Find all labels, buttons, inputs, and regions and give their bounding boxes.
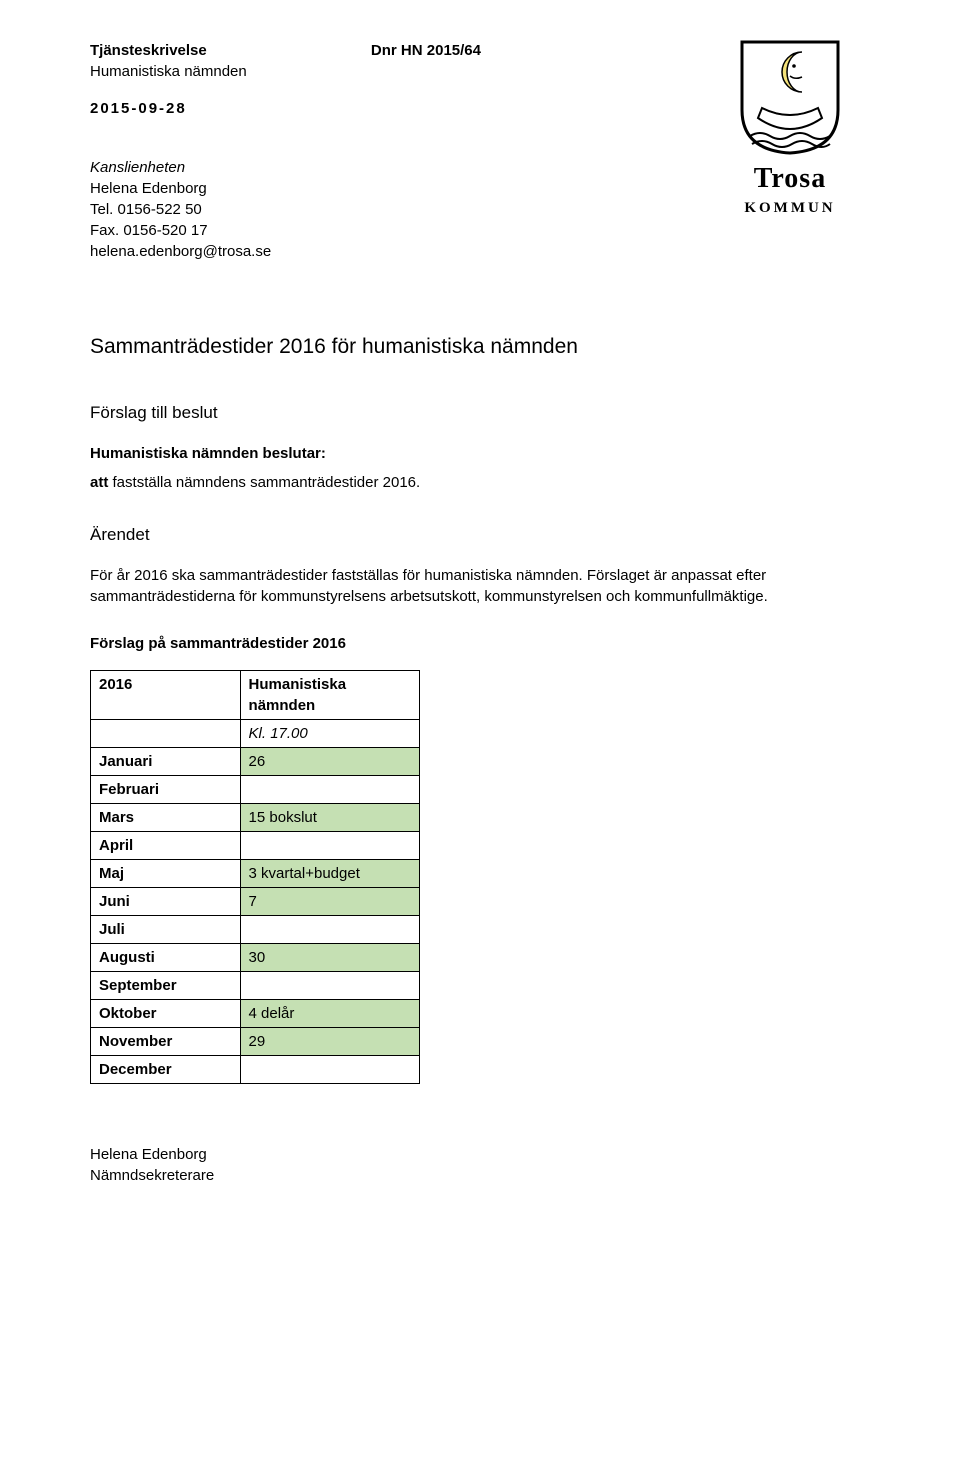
month-cell: November <box>91 1027 241 1055</box>
doc-type: Tjänsteskrivelse <box>90 42 207 59</box>
value-cell <box>240 831 419 859</box>
value-cell <box>240 775 419 803</box>
table-row: November29 <box>91 1027 420 1055</box>
shield-icon <box>740 40 840 155</box>
matter-heading: Ärendet <box>90 523 870 547</box>
value-cell <box>240 915 419 943</box>
from-email: helena.edenborg@trosa.se <box>90 241 710 262</box>
value-cell: 3 kvartal+budget <box>240 859 419 887</box>
year-cell: 2016 <box>91 670 241 719</box>
from-unit: Kanslienheten <box>90 157 710 178</box>
table-row: Juni7 <box>91 887 420 915</box>
logo-line1: Trosa <box>744 159 835 198</box>
doc-type-row: Tjänsteskrivelse Dnr HN 2015/64 <box>90 40 710 61</box>
value-cell: 29 <box>240 1027 419 1055</box>
month-cell: Juli <box>91 915 241 943</box>
table-row: Juli <box>91 915 420 943</box>
month-cell: Augusti <box>91 943 241 971</box>
signature-name: Helena Edenborg <box>90 1144 870 1165</box>
empty-cell <box>91 719 241 747</box>
table-title: Förslag på sammanträdestider 2016 <box>90 633 870 654</box>
table-row: April <box>91 831 420 859</box>
month-cell: Mars <box>91 803 241 831</box>
month-cell: Juni <box>91 887 241 915</box>
table-time-row: Kl. 17.00 <box>91 719 420 747</box>
value-cell: 15 bokslut <box>240 803 419 831</box>
value-cell: 7 <box>240 887 419 915</box>
col-header: Humanistiska nämnden <box>240 670 419 719</box>
month-cell: Maj <box>91 859 241 887</box>
from-block: Kanslienheten Helena Edenborg Tel. 0156-… <box>90 157 710 262</box>
value-cell: 26 <box>240 747 419 775</box>
value-cell <box>240 971 419 999</box>
header-left: Tjänsteskrivelse Dnr HN 2015/64 Humanist… <box>90 40 710 262</box>
dnr: Dnr HN 2015/64 <box>371 40 481 61</box>
table-row: Januari26 <box>91 747 420 775</box>
value-cell: 4 delår <box>240 999 419 1027</box>
from-name: Helena Edenborg <box>90 178 710 199</box>
committee: Humanistiska nämnden <box>90 61 710 82</box>
month-cell: Februari <box>91 775 241 803</box>
kommun-logo: Trosa KOMMUN <box>710 40 870 219</box>
value-cell: 30 <box>240 943 419 971</box>
table-header-row: 2016 Humanistiska nämnden <box>91 670 420 719</box>
header-right: Trosa KOMMUN <box>710 40 870 219</box>
month-cell: September <box>91 971 241 999</box>
decision-text: fastställa nämndens sammanträdestider 20… <box>113 474 421 491</box>
month-cell: December <box>91 1055 241 1083</box>
table-row: September <box>91 971 420 999</box>
table-row: Oktober4 delår <box>91 999 420 1027</box>
proposal-heading: Förslag till beslut <box>90 401 870 425</box>
signature-block: Helena Edenborg Nämndsekreterare <box>90 1144 870 1186</box>
from-tel: Tel. 0156-522 50 <box>90 199 710 220</box>
month-cell: Oktober <box>91 999 241 1027</box>
matter-body: För år 2016 ska sammanträdestider fastst… <box>90 565 870 607</box>
decision-att: att <box>90 474 108 491</box>
table-row: Februari <box>91 775 420 803</box>
table-row: Mars15 bokslut <box>91 803 420 831</box>
doc-date: 2015-09-28 <box>90 98 710 119</box>
month-cell: April <box>91 831 241 859</box>
table-row: December <box>91 1055 420 1083</box>
page-title: Sammanträdestider 2016 för humanistiska … <box>90 332 870 361</box>
table-row: Augusti30 <box>91 943 420 971</box>
table-row: Maj3 kvartal+budget <box>91 859 420 887</box>
time-cell: Kl. 17.00 <box>240 719 419 747</box>
logo-line2: KOMMUN <box>744 198 835 219</box>
signature-title: Nämndsekreterare <box>90 1165 870 1186</box>
from-fax: Fax. 0156-520 17 <box>90 220 710 241</box>
value-cell <box>240 1055 419 1083</box>
logo-text: Trosa KOMMUN <box>744 159 835 219</box>
decision-label: Humanistiska nämnden beslutar: <box>90 443 870 464</box>
header: Tjänsteskrivelse Dnr HN 2015/64 Humanist… <box>90 40 870 262</box>
schedule-table: 2016 Humanistiska nämnden Kl. 17.00 Janu… <box>90 670 420 1084</box>
month-cell: Januari <box>91 747 241 775</box>
